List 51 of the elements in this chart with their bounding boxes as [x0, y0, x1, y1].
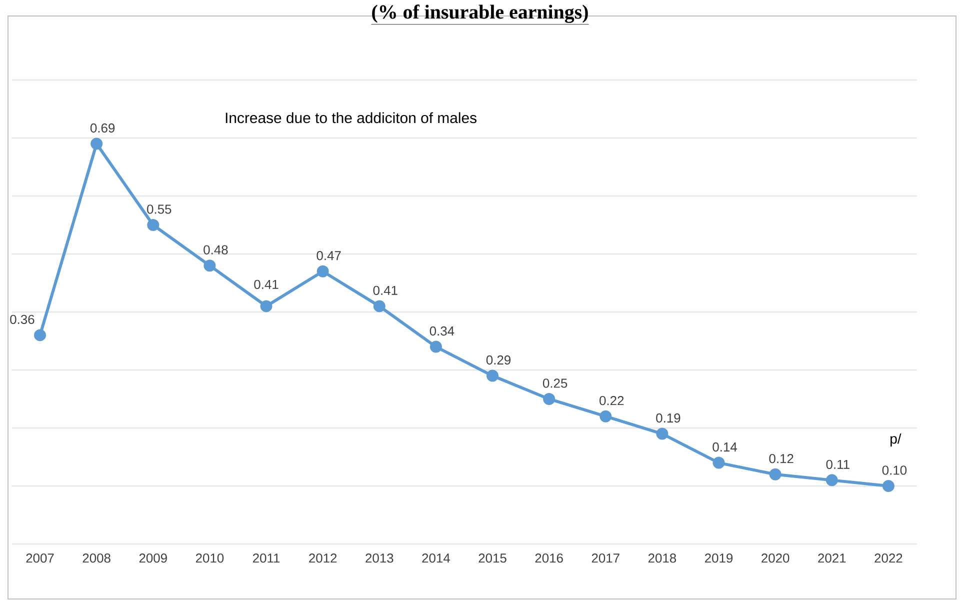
point: [316, 265, 329, 278]
point: [826, 474, 838, 486]
x-tick-label: 2010: [196, 554, 224, 563]
x-tick-label: 2016: [535, 554, 563, 563]
point: [656, 428, 668, 440]
point: [34, 329, 46, 342]
data-label: 0.41: [254, 280, 278, 289]
data-label: 0.47: [316, 251, 341, 260]
point: [430, 340, 442, 353]
x-tick-label: 2012: [309, 554, 337, 563]
point: [543, 392, 556, 405]
x-tick-label: 2008: [82, 554, 110, 563]
x-tick-label: 2014: [422, 554, 450, 563]
data-label: 0.36: [10, 314, 34, 324]
data-label: 0.29: [486, 355, 511, 365]
point: [373, 300, 386, 312]
point: [600, 410, 612, 422]
annotation: Increase due to the addiciton of males: [226, 112, 476, 124]
data-label: 0.11: [826, 460, 850, 469]
point: [712, 456, 725, 469]
point: [260, 300, 272, 312]
x-tick-label: 2020: [762, 554, 790, 563]
chart-title: (% of insurable earnings): [372, 4, 588, 23]
point: [90, 138, 103, 150]
data-label: 0.10: [882, 466, 907, 475]
data-label: 0.55: [147, 204, 172, 214]
x-tick-label: 2019: [705, 554, 733, 563]
data-label: 0.69: [90, 123, 115, 133]
data-label: 0.22: [600, 396, 624, 406]
data-label: 0.12: [769, 454, 794, 464]
x-tick-label: 2021: [818, 554, 846, 563]
x-tick-label: 2018: [648, 554, 676, 563]
x-tick-label: 2011: [252, 554, 280, 563]
x-tick-label: 2013: [366, 554, 394, 563]
annotation: p/: [890, 433, 902, 446]
data-label: 0.25: [542, 378, 568, 388]
x-tick-label: 2009: [139, 554, 167, 563]
point: [486, 370, 499, 382]
point: [204, 260, 216, 272]
data-label: 0.41: [373, 286, 398, 295]
x-tick-label: 2015: [478, 554, 506, 563]
point: [882, 480, 894, 492]
data-label: 0.48: [204, 245, 228, 254]
x-tick-label: 2017: [592, 554, 620, 563]
data-label: 0.19: [656, 413, 680, 423]
data-label: 0.34: [430, 326, 454, 336]
data-label: 0.14: [712, 442, 737, 452]
x-tick-label: 2007: [26, 554, 54, 563]
point: [769, 468, 782, 480]
point: [147, 218, 160, 231]
x-tick-label: 2022: [874, 554, 902, 563]
